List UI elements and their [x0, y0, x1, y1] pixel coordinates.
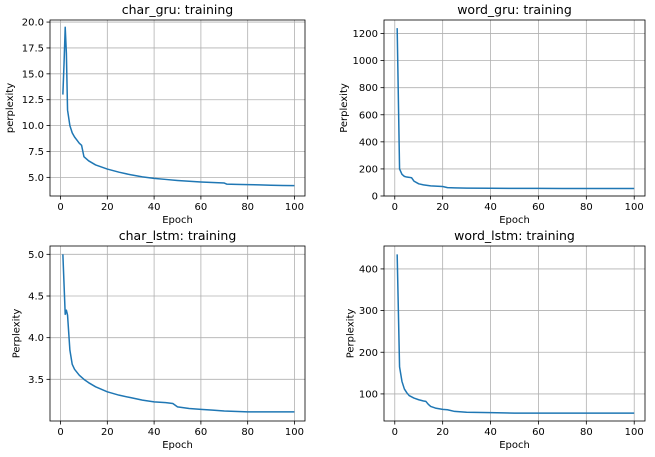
char-gru-ytick-label: 12.5: [22, 95, 44, 106]
word-gru-ytick-label: 200: [359, 164, 378, 175]
word-lstm-chart-title: word_lstm: training: [454, 228, 575, 243]
char-lstm-xtick-label: 60: [195, 427, 208, 438]
char-lstm-ytick-label: 3.5: [28, 375, 44, 386]
word-lstm-xtick-label: 20: [436, 427, 449, 438]
char-gru-ytick-label: 10.0: [22, 121, 44, 132]
char-lstm-ytick-label: 4.0: [28, 333, 44, 344]
char-lstm-chart: 0 20 40 60 80 100 3.5 4.0 4.5 5.0 char_lstm: train…: [11, 228, 306, 451]
word-gru-ytick-label: 1000: [353, 56, 378, 67]
word-gru-xtick-label: 100: [625, 202, 644, 213]
char-gru-ytick-label: 15.0: [22, 69, 44, 80]
char-gru-xtick-label: 80: [241, 202, 254, 213]
word-gru-y-axis-label: Perplexity: [339, 83, 350, 133]
word-lstm-x-axis-label: Epoch: [499, 440, 530, 451]
word-lstm-xtick-label: 60: [532, 427, 545, 438]
word-gru-series-line: [396, 28, 635, 190]
word-gru-ytick-label: 800: [359, 83, 378, 94]
char-gru-ytick-label: 5.0: [28, 173, 44, 184]
char-gru-xtick-label: 40: [148, 202, 161, 213]
word-lstm-xtick-label: 80: [580, 427, 593, 438]
char-gru-series-line: [62, 26, 295, 187]
char-gru-axes-frame: [49, 19, 306, 197]
char-lstm-ytick-label: 4.5: [28, 292, 44, 303]
char-lstm-y-axis-label: Perplexity: [11, 309, 22, 359]
word-gru-xtick-label: 40: [484, 202, 497, 213]
char-gru-xtick-label: 0: [57, 202, 63, 213]
char-lstm-xtick-label: 80: [241, 427, 254, 438]
char-gru-xtick-label: 60: [195, 202, 208, 213]
char-gru-ytick-label: 17.5: [22, 43, 44, 54]
char-gru-chart-title: char_gru: training: [122, 2, 233, 17]
word-lstm-ytick-label: 300: [359, 306, 378, 317]
word-gru-xtick-label: 0: [392, 202, 398, 213]
word-gru-chart: 0 20 40 60 80 100020040060080010001200word_gr…: [339, 2, 646, 226]
word-lstm-ytick-label: 400: [359, 264, 378, 275]
word-lstm-y-axis-label: Perplexity: [345, 309, 356, 359]
char-lstm-xtick-label: 100: [285, 427, 304, 438]
char-gru-xtick-label: 100: [285, 202, 304, 213]
word-gru-x-axis-label: Epoch: [499, 215, 530, 226]
word-lstm-xtick-label: 40: [484, 427, 497, 438]
word-lstm-xtick-label: 100: [625, 427, 644, 438]
word-lstm-chart: 0 20 40 60 80 100 100 200 300 400 word_lstm: train…: [345, 228, 646, 451]
word-gru-xtick-label: 20: [436, 202, 449, 213]
char-gru-ytick-label: 7.5: [28, 147, 44, 158]
char-gru-chart: 0 20 40 60 80 100 5.0 7.5 10.0 12.5 15.0 17.5 20.0 ch…: [5, 2, 306, 226]
word-lstm-ytick-label: 200: [359, 348, 378, 359]
char-lstm-xtick-label: 20: [101, 427, 114, 438]
word-lstm-series-line: [396, 254, 635, 414]
word-gru-xtick-label: 60: [532, 202, 545, 213]
word-gru-axes-frame: [383, 19, 646, 197]
char-lstm-axes-frame: [49, 245, 306, 422]
word-gru-xtick-label: 80: [580, 202, 593, 213]
word-gru-chart-title: word_gru: training: [457, 2, 572, 17]
char-lstm-xtick-label: 40: [148, 427, 161, 438]
char-gru-xtick-label: 20: [101, 202, 114, 213]
char-lstm-chart-title: char_lstm: training: [119, 228, 237, 243]
char-lstm-xtick-label: 0: [57, 427, 63, 438]
char-lstm-ytick-label: 5.0: [28, 250, 44, 261]
char-lstm-x-axis-label: Epoch: [162, 440, 193, 451]
word-lstm-xtick-label: 0: [392, 427, 398, 438]
char-gru-x-axis-label: Epoch: [162, 215, 193, 226]
word-lstm-ytick-label: 100: [359, 389, 378, 400]
char-lstm-series-line: [62, 254, 295, 413]
word-gru-ytick-label: 400: [359, 137, 378, 148]
char-gru-y-axis-label: perplexity: [5, 83, 16, 133]
word-gru-ytick-label: 0: [372, 192, 378, 203]
word-lstm-axes-frame: [383, 245, 646, 422]
char-gru-ytick-label: 20.0: [22, 18, 44, 29]
word-gru-ytick-label: 600: [359, 110, 378, 121]
word-gru-ytick-label: 1200: [353, 29, 378, 40]
